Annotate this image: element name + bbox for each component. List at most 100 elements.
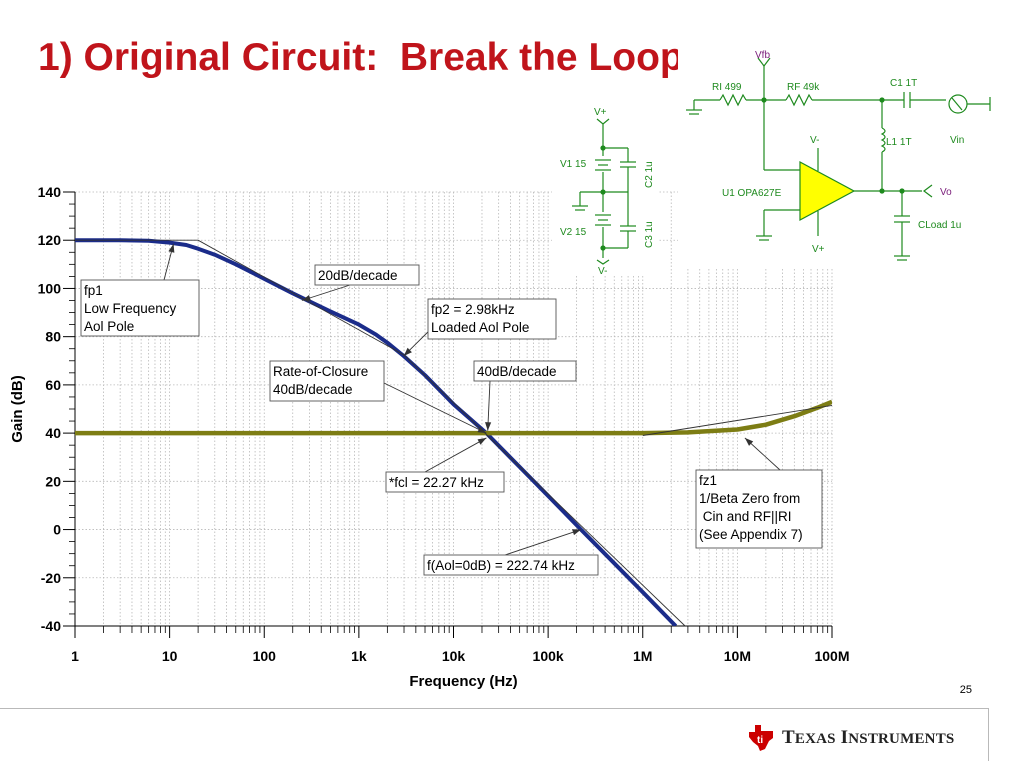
- annotation-text: fp1 Low Frequency Aol Pole: [84, 283, 177, 334]
- annotation-line: Cin and RF||RI: [699, 509, 792, 524]
- y-tick-label: 100: [38, 280, 62, 296]
- node-junction-out: [879, 188, 885, 194]
- annotation-text: f(Aol=0dB) = 222.74 kHz: [427, 558, 575, 573]
- annotation-arrowhead: [477, 426, 487, 434]
- x-tick-label: 100M: [814, 648, 849, 664]
- supply-schematic: [552, 102, 658, 274]
- y-tick-label: 80: [45, 329, 61, 345]
- vminus-supply-probe: [596, 259, 610, 265]
- y-tick-label: -20: [41, 570, 61, 586]
- annotation-box: [385, 471, 505, 493]
- node-supply-bottom: [600, 245, 606, 251]
- x-tick-label: 100k: [533, 648, 564, 664]
- x-tick-label: 1M: [633, 648, 652, 664]
- annotation-line: fp2 = 2.98kHz: [431, 302, 515, 317]
- annotation-line: fp1: [84, 283, 103, 298]
- annotations: fp1 Low Frequency Aol Pole 20dB/decade fp2 =…: [80, 243, 823, 576]
- asymptote-line-2: [197, 239, 404, 356]
- opamp-u1: [799, 160, 856, 222]
- series-aol-line: [75, 238, 678, 626]
- x-tick-label: 10k: [442, 648, 466, 664]
- y-tick-label: 40: [45, 425, 61, 441]
- annotation-line: 1/Beta Zero from: [699, 491, 800, 506]
- y-axis-label: Gain (dB): [9, 375, 26, 443]
- y-ticks: 140 120 100 80 60 40 20 0 -20 -40: [38, 184, 75, 634]
- label-v1: V1 15: [560, 159, 587, 170]
- annotation-line: *fcl = 22.27 kHz: [389, 475, 484, 490]
- label-c3: C3 1u: [644, 221, 655, 248]
- annotation-text: 40dB/decade: [477, 364, 557, 379]
- slide-title: 1) Original Circuit: Break the Loop: [38, 36, 684, 79]
- annotation-line: 40dB/decade: [273, 382, 353, 397]
- x-tick-label: 1: [71, 648, 79, 664]
- asymptote-line-4: [642, 404, 833, 436]
- label-rf: RF 49k: [787, 82, 820, 93]
- annotation-line: fz1: [699, 473, 717, 488]
- y-tick-label: 120: [38, 232, 62, 248]
- node-supply-top: [600, 145, 606, 151]
- annotation-line: f(Aol=0dB) = 222.74 kHz: [427, 558, 575, 573]
- svg-text:ti: ti: [757, 735, 763, 746]
- annotation-leader: [504, 529, 582, 556]
- annotation-line: 20dB/decade: [318, 268, 398, 283]
- y-tick-label: -40: [41, 618, 61, 634]
- annotation-text: *fcl = 22.27 kHz: [389, 475, 484, 490]
- label-l1: L1 1T: [886, 137, 912, 148]
- annotation-text: Rate-of-Closure 40dB/decade: [273, 364, 368, 397]
- series-beta-line: [75, 399, 832, 436]
- annotation-line: Low Frequency: [84, 301, 177, 316]
- label-cload: CLoad 1u: [918, 220, 961, 231]
- annotation-arrowhead: [485, 422, 492, 431]
- circuit-schematic: [678, 44, 1024, 268]
- annotation-box: [423, 554, 599, 576]
- annotation-arrowhead: [744, 437, 754, 446]
- annotation-leader: [424, 437, 487, 473]
- x-tick-label: 1k: [351, 648, 367, 664]
- node-junction-cload: [899, 188, 905, 194]
- x-tick-label: 10: [162, 648, 178, 664]
- resistor-rf: [785, 93, 813, 107]
- ti-wordmark-smallcaps: NSTRUMENTS: [848, 731, 955, 747]
- vfb-probe: [757, 57, 771, 67]
- annotation-line: 40dB/decade: [477, 364, 557, 379]
- ground-cload: [894, 255, 910, 261]
- node-junction-c1: [879, 97, 885, 103]
- ground-supply: [572, 205, 588, 211]
- annotation-leader: [383, 382, 487, 434]
- annotation-box: [695, 469, 823, 549]
- asymptote-line-3: [403, 354, 686, 627]
- ti-state-icon: ti: [749, 725, 773, 751]
- ti-wordmark: TEXAS INSTRUMENTS: [782, 727, 955, 748]
- ground-ri: [686, 100, 702, 115]
- annotation-box: [427, 298, 557, 340]
- label-vplus-supply: V+: [594, 107, 607, 118]
- footer-bar: [0, 708, 989, 761]
- annotation-text: fz1 1/Beta Zero from Cin and RF||RI (See A…: [699, 473, 803, 542]
- circuit-background: [678, 44, 1024, 268]
- y-tick-label: 140: [38, 184, 62, 200]
- annotation-box: [80, 279, 200, 337]
- label-vin: Vin: [950, 135, 964, 146]
- annotation-arrowhead: [572, 529, 582, 536]
- vo-probe: [923, 184, 933, 198]
- ground-noninverting: [756, 235, 772, 241]
- grid-vertical: [74, 192, 833, 626]
- label-v2: V2 15: [560, 227, 587, 238]
- page-number: 25: [959, 684, 972, 696]
- label-vo: Vo: [940, 187, 952, 198]
- label-u1: U1 OPA627E: [722, 188, 782, 199]
- inductor-l1: [880, 127, 886, 153]
- x-axis-label: Frequency (Hz): [409, 673, 517, 690]
- label-ri: RI 499: [712, 82, 742, 93]
- annotation-box: [269, 360, 385, 402]
- y-tick-label: 20: [45, 473, 61, 489]
- annotation-line: Aol Pole: [84, 319, 134, 334]
- resistor-ri: [719, 93, 747, 107]
- annotation-line: Loaded Aol Pole: [431, 320, 529, 335]
- x-ticks: 1 10 100 1k 10k 100k 1M 10M 100M: [71, 626, 850, 664]
- y-tick-label: 60: [45, 377, 61, 393]
- annotation-text: 20dB/decade: [318, 268, 398, 283]
- label-opamp-vminus: V-: [810, 135, 819, 146]
- node-supply-mid: [600, 189, 606, 195]
- annotation-arrowhead: [168, 243, 175, 253]
